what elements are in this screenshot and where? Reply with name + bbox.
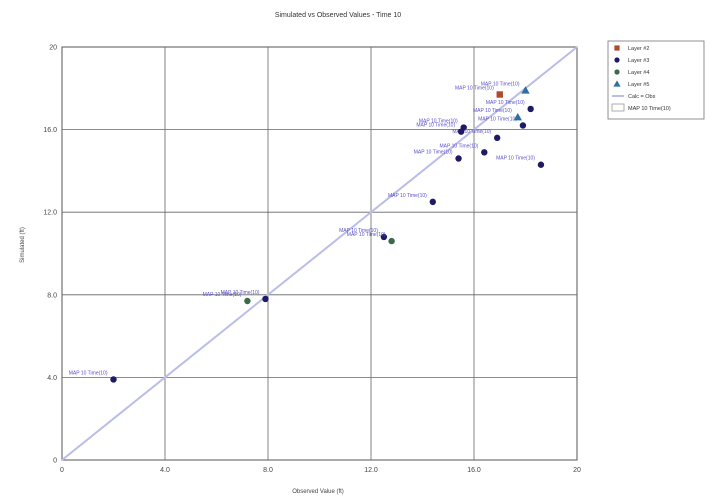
y-tick-label: 16.0: [43, 127, 57, 134]
y-tick-label: 8.0: [47, 292, 57, 299]
data-point: [481, 149, 488, 156]
x-tick-label: 4.0: [160, 467, 170, 474]
data-point: [455, 155, 462, 162]
y-tick-label: 20: [49, 45, 57, 52]
data-point: [429, 198, 436, 206]
point-label: MAP 10 Time(10): [339, 228, 378, 234]
data-point: [262, 295, 269, 303]
legend: Layer #2 Layer #3 Layer #4 Layer #5 Calc = O…: [607, 40, 705, 120]
x-tick-label: 0: [60, 467, 64, 474]
x-tick-label: 12.0: [364, 467, 378, 474]
point-label: MAP 10 Time(10): [473, 108, 512, 114]
data-point: [519, 122, 527, 129]
point-label: MAP 10 Time(10): [452, 129, 491, 135]
legend-label: Layer #4: [628, 70, 649, 76]
legend-label: Layer #2: [628, 46, 649, 52]
legend-label: MAP 10 Time(10): [628, 106, 671, 112]
point-label: MAP 10 Time(10): [69, 370, 108, 376]
data-point: [380, 233, 388, 241]
data-point: [244, 297, 251, 305]
point-label: MAP 10 Time(10): [203, 292, 242, 298]
data-point: [527, 105, 534, 113]
point-label: MAP 10 Time(10): [496, 156, 535, 162]
data-point: [513, 113, 522, 121]
data-point: [457, 128, 465, 135]
data-point: [493, 134, 501, 142]
point-label: MAP 10 Time(10): [416, 123, 455, 129]
point-label: MAP 10 Time(10): [414, 150, 453, 156]
data-point: [388, 237, 395, 245]
legend-label: Calc = Obs: [628, 94, 656, 100]
x-tick-label: 8.0: [263, 467, 273, 474]
legend-marker: [614, 45, 620, 51]
legend-marker: [613, 80, 621, 87]
point-label: MAP 10 Time(10): [221, 290, 260, 296]
x-axis-label: Observed Value (ft): [292, 489, 344, 495]
x-tick-label: 16.0: [467, 467, 481, 474]
y-tick-label: 0: [53, 458, 57, 465]
data-point: [521, 86, 530, 94]
point-label: MAP 10 Time(10): [419, 119, 458, 125]
point-label: MAP 10 Time(10): [481, 81, 520, 87]
y-axis-label: Simulated (ft): [20, 227, 26, 263]
reference-line: [61, 46, 578, 461]
legend-marker: [614, 69, 620, 75]
legend-label: Layer #3: [628, 58, 649, 64]
y-tick-label: 12.0: [43, 210, 57, 217]
point-label: MAP 10 Time(10): [439, 143, 478, 149]
plot-area: 0 4.0 8.0 12.0 16.0 20 0 4.0 8.0 12.0 16.0 20 MAP 10…: [43, 45, 581, 475]
legend-swatch: [611, 103, 625, 112]
chart-title: Simulated vs Observed Values - Time 10: [275, 12, 401, 19]
x-tick-label: 20: [573, 467, 581, 474]
data-point: [537, 161, 545, 168]
point-label: MAP 10 Time(10): [486, 100, 525, 106]
legend-label: Layer #5: [628, 82, 649, 88]
legend-marker: [614, 57, 620, 63]
point-label: MAP 10 Time(10): [347, 232, 386, 238]
data-point: [496, 91, 503, 98]
point-label: MAP 10 Time(10): [478, 116, 517, 122]
point-label: MAP 10 Time(10): [388, 193, 427, 199]
y-tick-label: 4.0: [47, 375, 57, 382]
data-point: [110, 376, 117, 383]
point-label: MAP 10 Time(10): [455, 85, 494, 91]
